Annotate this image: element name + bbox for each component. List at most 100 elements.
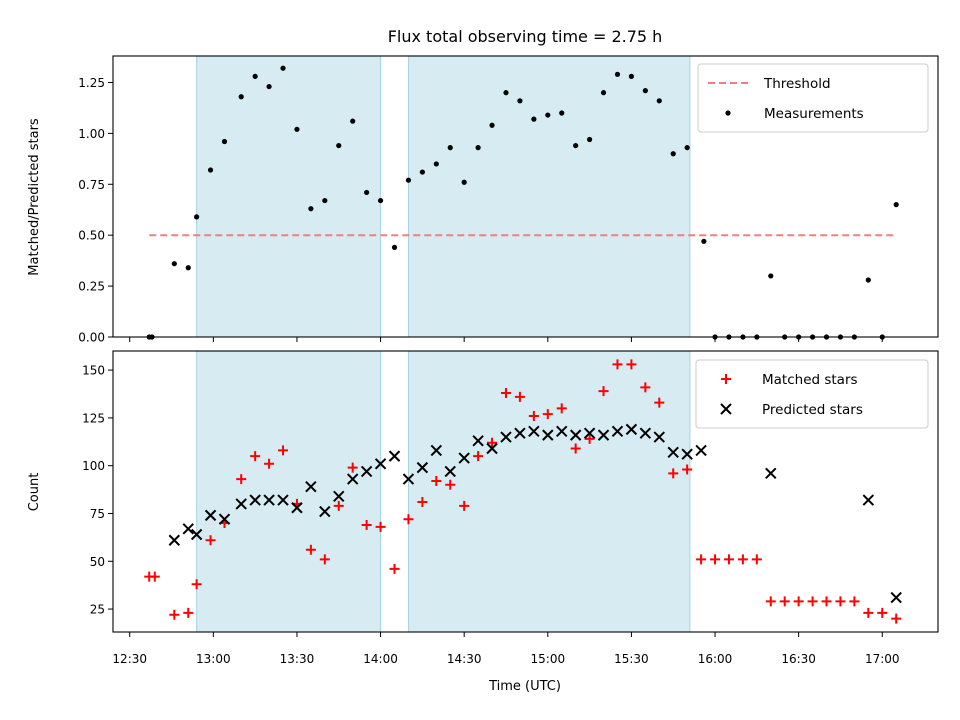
- predicted-stars-point: [625, 423, 638, 436]
- predicted-stars-point: [486, 442, 498, 455]
- matched-stars-point: [612, 359, 623, 370]
- matched-stars-point: [696, 554, 707, 565]
- predicted-stars-point: [333, 490, 345, 502]
- matched-stars-point: [877, 607, 888, 618]
- x-tick-label: 12:30: [112, 652, 147, 666]
- matched-stars-point: [765, 596, 776, 607]
- y-tick-label: 1.25: [78, 76, 105, 90]
- measurement-point: [238, 94, 244, 100]
- measurement-point: [207, 167, 214, 173]
- bottom-legend: Matched stars Predicted stars: [695, 359, 929, 429]
- predicted-stars-point: [862, 494, 875, 506]
- y-tick-label: 50: [90, 555, 105, 569]
- shaded-interval: [196, 351, 381, 632]
- predicted-stars-point: [277, 494, 289, 506]
- matched-stars-point: [250, 451, 261, 462]
- predicted-stars-point: [611, 425, 624, 437]
- predicted-stars-point: [639, 427, 652, 439]
- y-tick-label: 0.50: [78, 229, 105, 243]
- measurement-point: [684, 145, 690, 151]
- measurement-point: [865, 277, 871, 283]
- x-tick-label: 13:30: [280, 652, 315, 666]
- predicted-stars-point: [416, 461, 429, 474]
- predicted-stars-point: [556, 425, 568, 437]
- matched-stars-point: [668, 468, 679, 479]
- top-axes-frame: [112, 55, 939, 338]
- predicted-stars-point: [681, 448, 693, 460]
- panel-top: 0.00 0.25 0.50 0.75 1.00 1.25 Matched/Predict…: [27, 55, 939, 345]
- matched-stars-point: [333, 500, 344, 511]
- predicted-stars-point: [305, 481, 317, 493]
- measurement-point: [600, 90, 607, 96]
- measurement-point: [489, 122, 495, 128]
- x-tick-label: 13:00: [196, 652, 231, 666]
- matched-stars-point: [264, 458, 275, 469]
- measurement-point: [447, 145, 453, 151]
- x-tick-label: 17:00: [865, 652, 900, 666]
- y-tick-label: 0.25: [78, 280, 105, 294]
- measurement-point: [503, 90, 509, 96]
- x-tick-label: 16:00: [698, 652, 733, 666]
- measurement-point: [642, 88, 648, 94]
- legend-x-swatch: [720, 403, 732, 415]
- predicted-stars-point: [402, 473, 415, 485]
- predicted-stars-point: [472, 435, 484, 447]
- x-tick-label: 14:00: [363, 652, 398, 666]
- y-tick-label: 1.00: [78, 127, 105, 141]
- y-tick-label: 0.00: [78, 331, 105, 345]
- predicted-stars-point: [218, 513, 231, 525]
- measurement-point: [419, 169, 425, 175]
- predicted-stars-point: [190, 528, 203, 541]
- measurement-point: [280, 65, 286, 71]
- legend-dot-swatch: [725, 110, 731, 116]
- matched-stars-point: [403, 514, 414, 525]
- matched-stars-point: [779, 596, 790, 607]
- predicted-stars-point: [346, 473, 359, 485]
- matched-stars-point: [417, 497, 428, 508]
- predicted-stars-point: [542, 429, 554, 441]
- bottom-shaded-regions: [196, 351, 691, 632]
- predicted-stars-point: [182, 523, 194, 535]
- predicted-stars-point: [667, 446, 679, 459]
- matched-stars-point: [375, 521, 386, 532]
- top-y-ticks: 0.00 0.25 0.50 0.75 1.00 1.25: [78, 76, 113, 345]
- bottom-y-ticks: 25 50 75 100 125 150: [82, 364, 113, 617]
- matched-stars-point: [570, 443, 581, 454]
- measurement-point: [475, 145, 481, 151]
- predicted-stars-point: [583, 427, 596, 439]
- predicted-stars-point: [374, 458, 387, 470]
- top-x-ticks: [129, 337, 883, 342]
- measurement-point: [531, 116, 537, 122]
- matched-stars-point: [514, 391, 525, 402]
- measurement-point: [461, 179, 467, 185]
- matched-stars-point: [863, 607, 874, 618]
- y-tick-label: 100: [82, 459, 105, 473]
- top-legend: Threshold Measurements: [697, 63, 929, 133]
- bottom-points: [144, 359, 902, 624]
- measurement-point: [294, 126, 300, 132]
- matched-stars-point: [445, 479, 456, 490]
- measurement-point: [336, 142, 342, 149]
- matched-stars-point: [361, 519, 372, 530]
- predicted-stars-point: [597, 429, 610, 441]
- matched-stars-point: [584, 433, 595, 444]
- matched-stars-point: [556, 403, 567, 414]
- predicted-stars-point: [249, 494, 261, 506]
- matched-stars-point: [849, 596, 860, 607]
- predicted-stars-point: [388, 450, 401, 462]
- bottom-x-ticks: 12:30 13:00 13:30 14:00 14:30 15:00 15:30 16:00…: [112, 632, 900, 666]
- matched-stars-point: [751, 554, 762, 565]
- predicted-stars-point: [204, 509, 217, 522]
- measurement-point: [587, 136, 593, 143]
- predicted-stars-point: [458, 452, 470, 464]
- measurement-point: [221, 138, 228, 145]
- y-tick-label: 0.75: [78, 178, 105, 192]
- matched-stars-point: [710, 554, 721, 565]
- predicted-stars-point: [430, 444, 443, 457]
- measurement-point: [517, 98, 523, 104]
- figure-title: Flux total observing time = 2.75 h: [388, 27, 663, 46]
- predicted-stars-point: [890, 591, 902, 604]
- measurement-point: [433, 161, 439, 167]
- matched-stars-point: [500, 388, 511, 399]
